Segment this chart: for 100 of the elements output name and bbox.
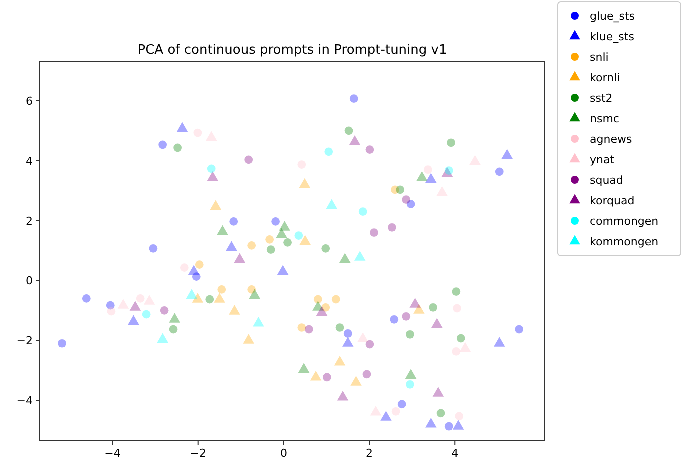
point: [207, 164, 216, 174]
point: [180, 264, 189, 272]
point: [188, 265, 200, 275]
point: [460, 342, 472, 352]
point: [456, 334, 466, 343]
point: [452, 288, 461, 296]
point: [229, 305, 240, 315]
point: [243, 334, 254, 344]
y-tick-label: −4: [16, 394, 33, 408]
point: [424, 166, 432, 174]
x-tick-label: −2: [190, 447, 206, 460]
point: [266, 246, 276, 254]
point: [452, 348, 461, 356]
point: [218, 286, 226, 294]
point: [358, 208, 368, 216]
point: [128, 315, 140, 326]
point: [284, 238, 292, 247]
point: [277, 265, 289, 275]
point: [326, 199, 338, 210]
point: [217, 225, 228, 236]
chart-title: PCA of continuous prompts in Prompt-tuning v1: [138, 43, 448, 58]
point: [432, 318, 443, 328]
point: [226, 241, 238, 252]
point: [276, 228, 288, 238]
point: [157, 333, 168, 343]
point: [444, 166, 454, 175]
legend-label: ynat: [590, 154, 616, 166]
point: [244, 156, 254, 164]
point: [406, 330, 414, 339]
point: [195, 260, 204, 270]
point: [82, 294, 91, 303]
legend-label: squad: [590, 174, 624, 187]
point: [322, 244, 330, 253]
point: [336, 324, 344, 332]
point: [344, 126, 354, 136]
point: [357, 332, 369, 342]
legend-label: korquad: [590, 194, 635, 208]
point: [230, 218, 238, 226]
point: [392, 407, 400, 416]
point: [350, 376, 362, 386]
point: [192, 293, 204, 303]
legend-label: klue_sts: [590, 30, 635, 44]
point: [298, 324, 306, 332]
point: [405, 369, 417, 379]
point: [337, 391, 349, 401]
point: [370, 228, 378, 237]
x-tick-label: 0: [280, 447, 288, 460]
point: [406, 380, 414, 389]
point: [390, 315, 399, 324]
point: [444, 422, 454, 431]
point: [322, 373, 332, 382]
point: [436, 409, 446, 418]
point: [316, 306, 328, 316]
point: [210, 200, 222, 210]
point: [388, 224, 396, 232]
point: [340, 253, 351, 263]
point: [324, 148, 334, 156]
point: [362, 370, 372, 379]
point: [426, 173, 437, 183]
point: [266, 235, 274, 244]
point: [495, 168, 504, 176]
x-tick-label: 4: [452, 447, 459, 460]
point: [410, 298, 421, 308]
point: [305, 325, 314, 334]
point: [234, 253, 246, 263]
point: [402, 312, 411, 321]
point: [342, 337, 354, 347]
point: [354, 251, 366, 261]
point: [515, 325, 524, 334]
point: [279, 221, 290, 231]
legend-label: nsmc: [590, 112, 620, 126]
point: [169, 325, 178, 334]
point: [366, 340, 374, 349]
point: [58, 339, 66, 348]
point: [176, 122, 188, 132]
point: [502, 149, 513, 160]
legend-label: agnews: [590, 133, 632, 146]
point: [248, 241, 256, 250]
point: [142, 310, 151, 319]
point: [334, 356, 346, 366]
point: [206, 295, 214, 304]
y-tick-label: 0: [26, 274, 33, 288]
y-tick-label: 2: [26, 214, 33, 228]
point: [452, 420, 464, 430]
point: [416, 171, 428, 182]
point: [298, 363, 310, 373]
point: [349, 135, 361, 146]
point: [380, 411, 392, 421]
point: [186, 289, 198, 299]
point: [396, 186, 405, 194]
point: [300, 235, 311, 246]
point: [310, 370, 322, 381]
point: [169, 313, 180, 323]
point: [294, 232, 304, 240]
point: [366, 146, 374, 154]
point: [494, 337, 506, 347]
point: [299, 178, 311, 188]
legend-label: kornli: [590, 72, 620, 84]
point: [130, 301, 142, 311]
point: [370, 406, 382, 416]
